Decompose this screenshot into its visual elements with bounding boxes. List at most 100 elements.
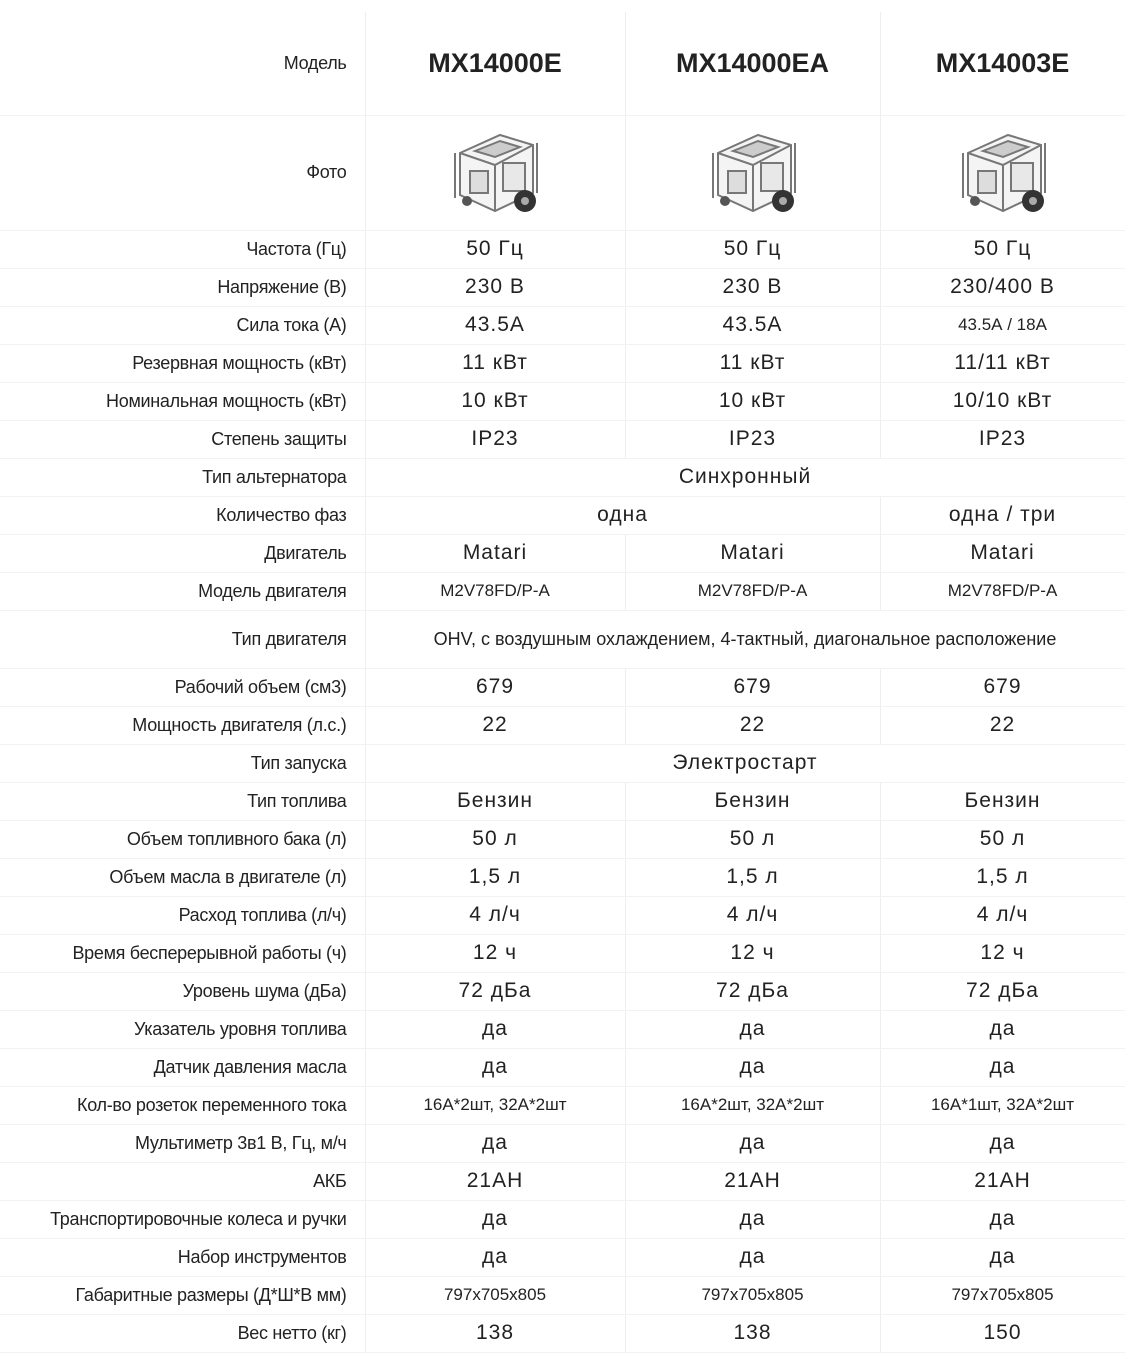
value-cell: IP23 [880,420,1125,459]
value-cell: IP23 [625,420,881,459]
spec-row: Тип двигателя OHV, с воздушным охлаждение… [0,610,1125,669]
value-cell: 12 ч [880,934,1125,973]
value-cell: Бензин [880,782,1125,821]
value-cell: да [625,1010,881,1049]
row-label: Степень защиты [0,420,366,459]
value-cell: Бензин [625,782,881,821]
value-cell: 43.5А [365,306,626,345]
row-label: Указатель уровня топлива [0,1010,366,1049]
model-name: MX14003E [880,12,1125,116]
spec-row: Степень защиты IP23 IP23 IP23 [0,420,1125,459]
row-label: Номинальная мощность (кВт) [0,382,366,421]
spec-row: Габаритные размеры (Д*Ш*В мм) 797x705x805… [0,1276,1125,1315]
value-cell: да [625,1200,881,1239]
value-cell: 679 [880,668,1125,707]
photo-row: Фото [0,115,1125,231]
spec-row: Частота (Гц) 50 Гц 50 Гц 50 Гц [0,230,1125,269]
spec-row: Двигатель Matari Matari Matari [0,534,1125,573]
value-cell: 16А*2шт, 32А*2шт [365,1086,626,1125]
generator-photo [711,133,796,212]
spec-row: Рабочий объем (см3) 679 679 679 [0,668,1125,707]
value-cell: 10 кВт [625,382,881,421]
header-label: Модель [0,12,366,116]
spec-row: Указатель уровня топлива да да да [0,1010,1125,1049]
row-label: Тип топлива [0,782,366,821]
value-cell: 138 [365,1314,626,1353]
value-cell: да [365,1048,626,1087]
row-label: Кол-во розеток переменного тока [0,1086,366,1125]
spec-row: Время бесперерывной работы (ч) 12 ч 12 ч 12… [0,934,1125,973]
value-cell: 797x705x805 [625,1276,881,1315]
photo-cell [365,115,626,231]
value-cell: 21АН [880,1162,1125,1201]
row-label: Двигатель [0,534,366,573]
value-cell: 11 кВт [365,344,626,383]
row-label: Расход топлива (л/ч) [0,896,366,935]
value-cell: 10/10 кВт [880,382,1125,421]
spec-row: Модель двигателя M2V78FD/P-A M2V78FD/P-A M2… [0,572,1125,611]
value-cell: OHV, с воздушным охлаждением, 4-тактный,… [365,610,1125,669]
value-cell: одна / три [880,496,1125,535]
value-cell: 797x705x805 [365,1276,626,1315]
value-cell: 16А*2шт, 32А*2шт [625,1086,881,1125]
value-cell: 12 ч [365,934,626,973]
value-cell: Синхронный [365,458,1125,497]
value-cell: 1,5 л [365,858,626,897]
generator-photo [454,133,538,212]
value-cell: 50 Гц [365,230,626,269]
value-cell: да [625,1048,881,1087]
value-cell: M2V78FD/P-A [880,572,1125,611]
header-row: Модель MX14000E MX14000EA MX14003E [0,12,1125,116]
value-cell: M2V78FD/P-A [625,572,881,611]
value-cell: 21АН [625,1162,881,1201]
value-cell: 11 кВт [625,344,881,383]
row-label: Тип альтернатора [0,458,366,497]
spec-row: Датчик давления масла да да да [0,1048,1125,1087]
model-name: MX14000EA [625,12,881,116]
row-label: Габаритные размеры (Д*Ш*В мм) [0,1276,366,1315]
value-cell: 22 [365,706,626,745]
row-label: Набор инструментов [0,1238,366,1277]
value-cell: 50 л [365,820,626,859]
spec-row: Номинальная мощность (кВт) 10 кВт 10 кВт 10… [0,382,1125,421]
spec-table: Модель MX14000E MX14000EA MX14003E Фото [0,12,1125,1353]
value-cell: 50 Гц [880,230,1125,269]
value-cell: 72 дБа [625,972,881,1011]
spec-row: Количество фаз одна одна / три [0,496,1125,535]
photo-label: Фото [0,115,366,231]
value-cell: Matari [880,534,1125,573]
value-cell: да [365,1200,626,1239]
value-cell: 1,5 л [625,858,881,897]
value-cell: 43.5А [625,306,881,345]
row-label: Время бесперерывной работы (ч) [0,934,366,973]
value-cell: да [625,1124,881,1163]
spec-row: Объем масла в двигателе (л) 1,5 л 1,5 л 1,5… [0,858,1125,897]
spec-row: Объем топливного бака (л) 50 л 50 л 50 л [0,820,1125,859]
row-label: Мощность двигателя (л.с.) [0,706,366,745]
spec-row: Тип запуска Электростарт [0,744,1125,783]
spec-row: Тип топлива Бензин Бензин Бензин [0,782,1125,821]
spec-row: Транспортировочные колеса и ручки да да да [0,1200,1125,1239]
value-cell: 50 л [880,820,1125,859]
value-cell: 797x705x805 [880,1276,1125,1315]
value-cell: 22 [880,706,1125,745]
row-label: Объем масла в двигателе (л) [0,858,366,897]
value-cell: 43.5А / 18А [880,306,1125,345]
row-label: Сила тока (А) [0,306,366,345]
value-cell: 72 дБа [365,972,626,1011]
row-label: Частота (Гц) [0,230,366,269]
value-cell: 4 л/ч [365,896,626,935]
spec-row: АКБ 21АН 21АН 21АН [0,1162,1125,1201]
value-cell: да [880,1048,1125,1087]
value-cell: 12 ч [625,934,881,973]
value-cell: одна [365,496,881,535]
value-cell: 679 [365,668,626,707]
value-cell: 50 л [625,820,881,859]
row-label: Тип запуска [0,744,366,783]
value-cell: 230/400 В [880,268,1125,307]
value-cell: 679 [625,668,881,707]
row-label: Тип двигателя [0,610,366,669]
value-cell: 230 В [365,268,626,307]
row-label: Количество фаз [0,496,366,535]
spec-row: Вес нетто (кг) 138 138 150 [0,1314,1125,1353]
